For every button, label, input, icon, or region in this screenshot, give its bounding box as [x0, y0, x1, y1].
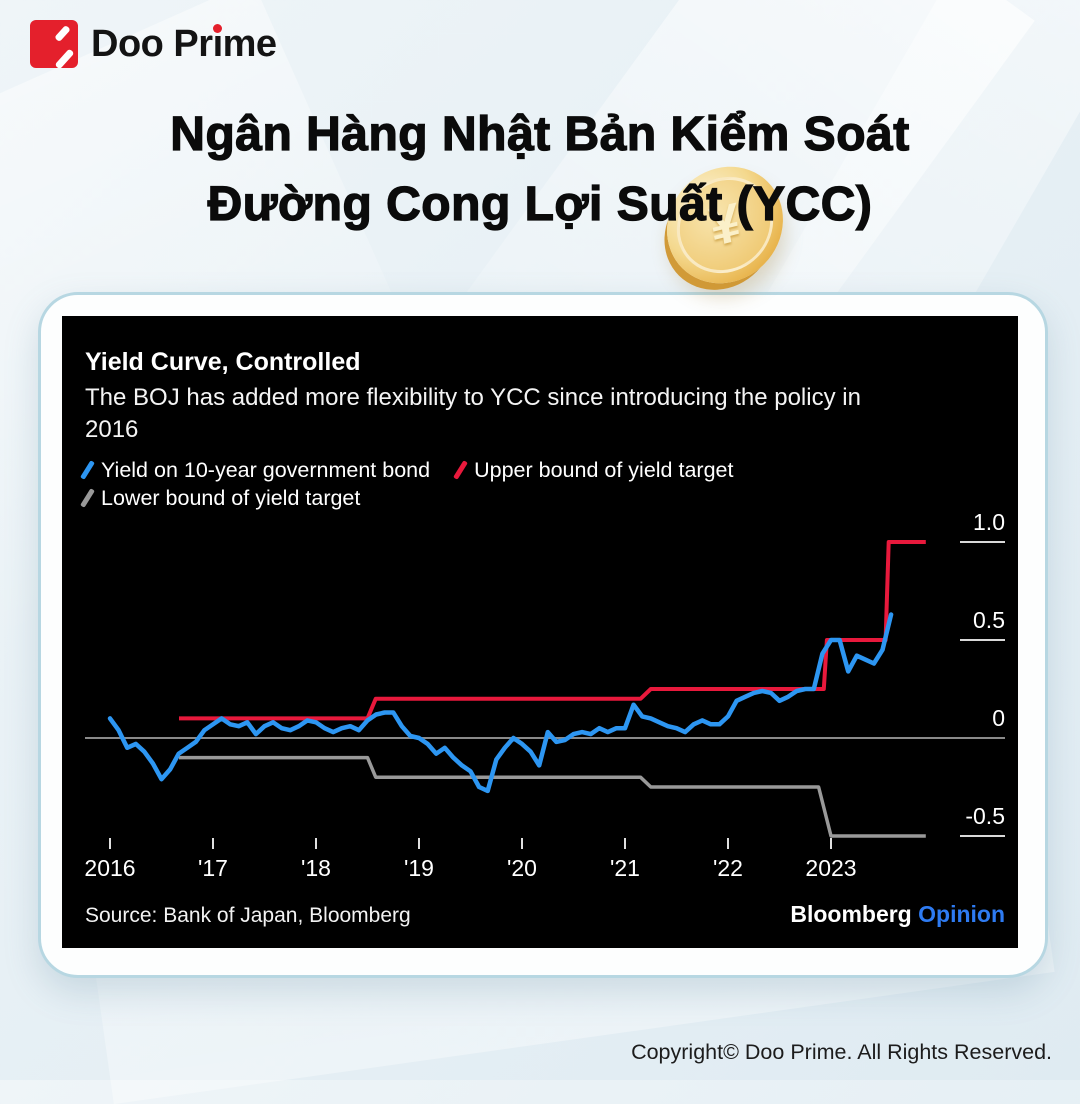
lower-bound-line — [179, 755, 926, 838]
opinion-wordmark: Opinion — [918, 901, 1005, 927]
x-tick-label: '17 — [198, 855, 228, 881]
legend-item-upper-bound: Upper bound of yield target — [453, 457, 734, 483]
y-tick-label: 0.5 — [973, 607, 1005, 633]
copyright-text: Copyright© Doo Prime. All Rights Reserve… — [631, 1040, 1052, 1064]
brand-text: me — [222, 22, 277, 65]
brand-letter-i: ı — [212, 22, 223, 65]
chart-footer: Source: Bank of Japan, Bloomberg Bloombe… — [85, 901, 1005, 928]
x-tick-label: '21 — [610, 855, 640, 881]
y-tick-label: 0 — [992, 705, 1005, 731]
page-title: Ngân Hàng Nhật Bản Kiểm Soát Đường Cong … — [0, 100, 1080, 240]
bloomberg-wordmark: Bloomberg — [790, 901, 912, 927]
x-tick-label: '22 — [713, 855, 743, 881]
y-tick-label: 1.0 — [973, 509, 1005, 535]
x-tick-label: '18 — [301, 855, 331, 881]
bloomberg-opinion-logo: Bloomberg Opinion — [790, 901, 1005, 928]
legend-row: Yield on 10-year government bond Upper b… — [80, 456, 761, 484]
x-tick-label: '19 — [404, 855, 434, 881]
chart-subtitle-line1: The BOJ has added more flexibility to YC… — [85, 384, 861, 411]
chart-legend: Yield on 10-year government bond Upper b… — [80, 456, 761, 512]
page-title-line1: Ngân Hàng Nhật Bản Kiểm Soát — [170, 107, 910, 161]
logo-slash-icon — [54, 48, 75, 70]
chart-subtitle-line2: 2016 — [85, 416, 139, 443]
brand-text: Doo Pr — [91, 22, 213, 65]
source-text: Source: Bank of Japan, Bloomberg — [85, 904, 411, 927]
doo-prime-logo-icon — [30, 20, 78, 70]
bloomberg-chart-panel: Yield Curve, Controlled The BOJ has adde… — [62, 316, 1018, 948]
chart-subtitle: The BOJ has added more flexibility to YC… — [85, 382, 861, 446]
logo-slash-icon — [54, 24, 71, 43]
yield-line — [107, 612, 894, 794]
brand-name: Doo Prı me — [91, 23, 277, 66]
legend-label: Yield on 10-year government bond — [101, 457, 431, 482]
page-title-line2: Đường Cong Lợi Suất (YCC) — [207, 177, 873, 231]
chart-title: Yield Curve, Controlled — [85, 348, 361, 376]
doo-prime-logo: Doo Prı me — [30, 20, 277, 70]
brand-i-dot — [212, 23, 222, 33]
x-tick-label: 2016 — [84, 855, 135, 881]
chart-card: Yield Curve, Controlled The BOJ has adde… — [38, 292, 1048, 978]
x-tick-label: 2023 — [805, 855, 856, 881]
legend-row: Lower bound of yield target — [80, 484, 761, 512]
x-tick-label: '20 — [507, 855, 537, 881]
upper-bound-line — [179, 540, 926, 721]
yield-curve-chart: 1.0 0.5 0 -0.5 2016 '17 '18 '19 '20 '21 '22 2023 — [84, 509, 1005, 881]
legend-label: Lower bound of yield target — [101, 485, 361, 510]
legend-label: Upper bound of yield target — [474, 457, 734, 482]
legend-item-yield: Yield on 10-year government bond — [80, 457, 431, 483]
y-tick-label: -0.5 — [965, 803, 1005, 829]
legend-item-lower-bound: Lower bound of yield target — [80, 485, 361, 511]
